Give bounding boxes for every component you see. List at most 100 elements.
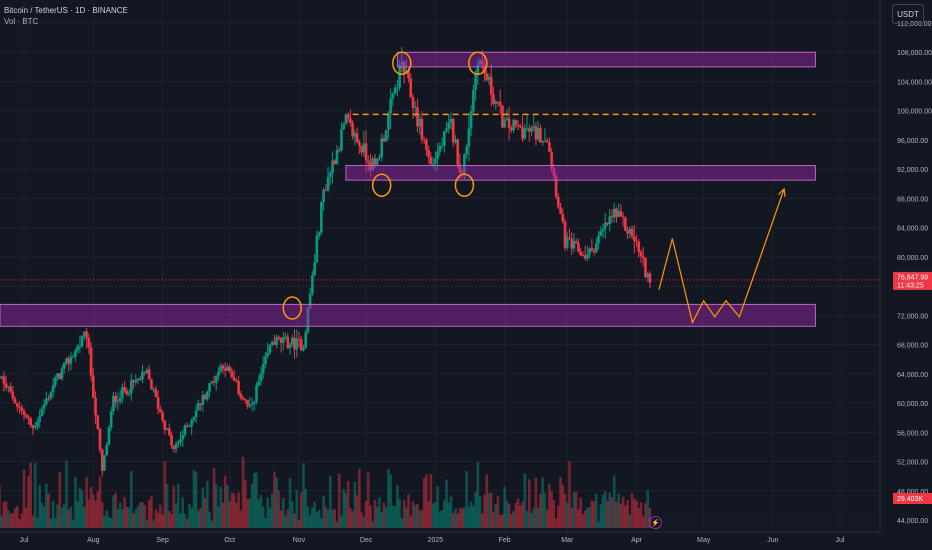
volume-bar bbox=[324, 507, 328, 528]
volume-bar bbox=[601, 494, 605, 528]
volume-bar bbox=[608, 492, 612, 528]
volume-bar bbox=[9, 513, 12, 528]
candle-body bbox=[420, 118, 424, 140]
volume-bar bbox=[223, 475, 227, 528]
candle-body bbox=[49, 392, 53, 399]
volume-bar bbox=[557, 505, 560, 528]
volume-bar bbox=[317, 509, 321, 528]
candle-body bbox=[454, 139, 457, 143]
volume-bar bbox=[268, 507, 272, 528]
candle-body bbox=[514, 120, 518, 125]
candle-body bbox=[277, 337, 281, 339]
volume-bar bbox=[62, 504, 66, 528]
price-zone bbox=[396, 51, 816, 68]
candle-body bbox=[494, 101, 498, 104]
volume-bar bbox=[190, 508, 193, 528]
volume-bar bbox=[60, 507, 64, 528]
candle-body bbox=[411, 97, 415, 108]
candle-body bbox=[317, 232, 321, 236]
candle-body bbox=[456, 139, 460, 165]
candle-body bbox=[20, 407, 24, 411]
candle-body bbox=[103, 455, 106, 471]
candle-body bbox=[496, 101, 500, 103]
volume-bar bbox=[127, 507, 131, 528]
candle-body bbox=[100, 449, 104, 471]
touch-marker bbox=[371, 173, 392, 198]
volume-bar bbox=[210, 520, 214, 528]
volume-bar bbox=[165, 484, 169, 528]
candle-body bbox=[380, 138, 383, 158]
candle-body bbox=[107, 427, 111, 445]
candle-body bbox=[74, 350, 77, 357]
volume-bar bbox=[185, 519, 189, 528]
volume-bar bbox=[36, 517, 39, 528]
candle-body bbox=[123, 387, 126, 391]
volume-bar bbox=[434, 502, 437, 528]
volume-bar bbox=[201, 487, 205, 528]
candle-body bbox=[18, 406, 21, 408]
candle-body bbox=[22, 410, 26, 415]
volume-bar bbox=[597, 521, 600, 528]
lightning-icon[interactable]: ⚡ bbox=[649, 516, 662, 529]
volume-bar bbox=[375, 507, 379, 528]
volume-bar bbox=[118, 502, 122, 528]
candle-body bbox=[279, 338, 283, 343]
candle-body bbox=[362, 143, 366, 153]
volume-bar bbox=[617, 493, 620, 528]
volume-bar bbox=[98, 476, 102, 528]
candle-body bbox=[521, 127, 524, 139]
candle-body bbox=[512, 120, 515, 131]
candle-body bbox=[259, 373, 263, 382]
candle-body bbox=[315, 235, 319, 263]
volume-bar bbox=[474, 492, 477, 528]
candle-body bbox=[98, 428, 102, 450]
volume-bar bbox=[320, 518, 323, 528]
candle-body bbox=[351, 122, 354, 137]
volume-bar bbox=[27, 476, 30, 528]
volume-bar bbox=[485, 474, 489, 528]
candle-body bbox=[436, 151, 439, 159]
candle-body bbox=[237, 380, 240, 394]
volume-bar bbox=[543, 492, 547, 528]
volume-bar bbox=[13, 508, 17, 528]
candle-body bbox=[590, 248, 594, 251]
volume-bar bbox=[24, 507, 28, 528]
candle-body bbox=[610, 216, 614, 218]
candle-body bbox=[290, 337, 294, 345]
currency-button[interactable]: USDT bbox=[892, 4, 924, 24]
volume-bar bbox=[476, 461, 480, 528]
volume-bar bbox=[297, 519, 301, 528]
volume-bar bbox=[463, 507, 466, 528]
volume-bar bbox=[624, 505, 627, 528]
volume-bar bbox=[217, 506, 220, 528]
candle-body bbox=[138, 378, 142, 380]
volume-bar bbox=[532, 507, 536, 528]
candle-body bbox=[485, 73, 489, 81]
candle-body bbox=[534, 126, 538, 140]
volume-bar bbox=[496, 496, 500, 528]
volume-bar bbox=[633, 498, 636, 528]
candle-body bbox=[116, 401, 120, 403]
candle-body bbox=[375, 158, 379, 165]
price-tick-label: 112,000.00 bbox=[897, 21, 932, 28]
candle-body bbox=[404, 70, 408, 74]
volume-bar bbox=[85, 476, 88, 528]
candle-body bbox=[286, 336, 290, 349]
volume-bar bbox=[503, 486, 506, 528]
volume-bar bbox=[306, 506, 310, 528]
volume-bar bbox=[94, 500, 97, 528]
candle-body bbox=[125, 390, 129, 395]
volume-bar bbox=[270, 493, 274, 528]
volume-bar bbox=[413, 505, 417, 528]
volume-bar bbox=[548, 483, 551, 528]
candle-body bbox=[539, 128, 542, 143]
volume-bar bbox=[293, 513, 296, 528]
candle-body bbox=[355, 133, 359, 142]
candle-body bbox=[481, 60, 484, 65]
candle-body bbox=[612, 208, 616, 218]
volume-bar bbox=[559, 476, 562, 528]
volume-bar bbox=[286, 509, 290, 528]
candle-body bbox=[478, 60, 482, 65]
volume-bar bbox=[371, 521, 375, 528]
